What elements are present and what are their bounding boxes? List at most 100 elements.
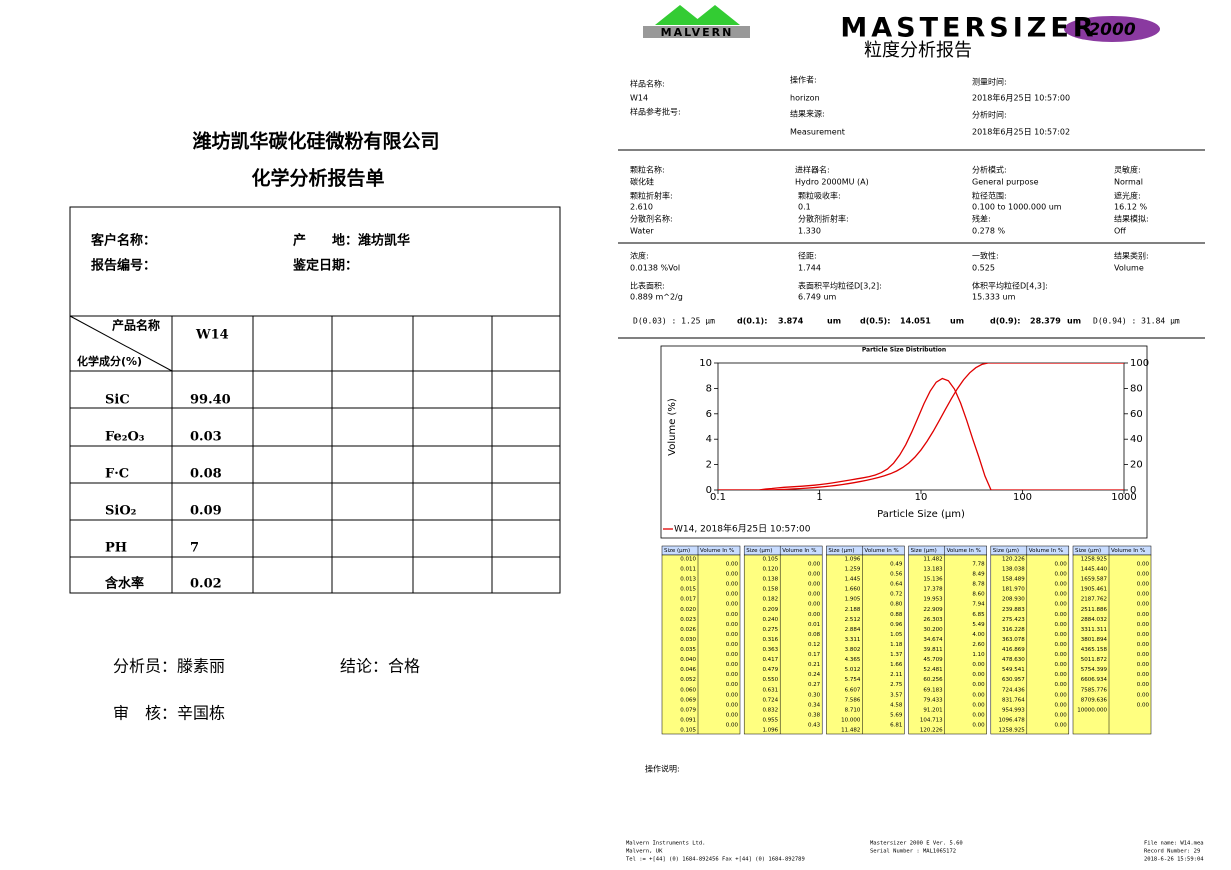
y-tick-label: 0 (706, 485, 712, 496)
size-value: 0.040 (680, 657, 696, 663)
cumulative-line (718, 363, 1124, 490)
size-value: 0.011 (680, 567, 696, 573)
volume-value: 8.78 (972, 582, 985, 588)
size-value: 15.136 (923, 577, 943, 583)
component-name: PH (105, 541, 127, 556)
volume-value: 0.00 (726, 662, 739, 668)
size-value: 11.482 (841, 728, 860, 734)
size-value: 60.256 (923, 677, 943, 683)
size-value: 0.158 (762, 587, 778, 593)
footer-text: Tel := +[44] (0) 1684-892456 Fax +[44] (… (626, 857, 805, 863)
table-body (990, 554, 1070, 735)
param-label: 浓度: (630, 251, 649, 261)
info-label: 测量时间: (972, 77, 1007, 87)
size-value: 17.378 (923, 587, 943, 593)
column-header: Size (μm) (664, 548, 690, 554)
volume-value: 0.96 (890, 622, 903, 628)
y2-tick-label: 40 (1130, 434, 1143, 445)
volume-value: 2.11 (890, 672, 902, 678)
size-value: 2.512 (845, 617, 861, 623)
size-value: 954.993 (1002, 707, 1025, 713)
size-value: 0.060 (680, 687, 696, 693)
y2-tick-label: 100 (1130, 358, 1149, 369)
size-value: 724.436 (1002, 687, 1025, 693)
column-header: Size (μm) (993, 548, 1019, 554)
volume-value: 0.30 (808, 692, 821, 698)
table-body (908, 554, 987, 735)
size-value: 8709.636 (1081, 697, 1108, 703)
size-value: 1.096 (845, 557, 861, 563)
logo-oval (1064, 16, 1160, 42)
size-value: 0.026 (680, 627, 696, 633)
volume-value: 0.00 (726, 722, 739, 728)
volume-value: 0.00 (726, 682, 739, 688)
info-value: 2018年6月25日 10:57:02 (972, 127, 1070, 137)
param-value: 1.744 (798, 264, 821, 273)
volume-value: 0.00 (1055, 712, 1068, 718)
size-value: 22.909 (923, 607, 943, 613)
volume-value: 0.43 (808, 722, 821, 728)
param-value: 0.889 m^2/g (630, 293, 683, 302)
info-label: 结果来源: (790, 109, 825, 119)
report-title: 化学分析报告单 (251, 167, 384, 190)
volume-value: 0.00 (1137, 572, 1150, 578)
report-title: 粒度分析报告 (864, 40, 972, 61)
volume-value: 1.05 (890, 632, 903, 638)
volume-value: 0.00 (808, 582, 821, 588)
volume-value: 0.00 (972, 682, 985, 688)
volume-value: 0.00 (1137, 682, 1150, 688)
size-value: 0.079 (680, 707, 696, 713)
size-value: 120.226 (1002, 557, 1025, 563)
volume-value: 0.00 (808, 572, 821, 578)
size-value: 1.905 (845, 597, 861, 603)
volume-value: 0.56 (890, 572, 903, 578)
column-header: Volume In % (1029, 548, 1063, 554)
size-value: 6606.934 (1081, 677, 1108, 683)
size-value: 208.930 (1002, 597, 1025, 603)
volume-value: 0.12 (808, 642, 820, 648)
param-label: 粒径范围: (972, 191, 1007, 201)
size-value: 0.724 (762, 697, 778, 703)
size-value: 6.607 (845, 687, 861, 693)
volume-value: 0.00 (1055, 612, 1068, 618)
size-value: 0.316 (762, 637, 778, 643)
chart-title: Particle Size Distribution (862, 347, 946, 354)
volume-value: 0.00 (726, 562, 739, 568)
size-value: 26.303 (923, 617, 943, 623)
size-value: 0.955 (762, 717, 778, 723)
volume-value: 7.94 (972, 602, 985, 608)
brand: MALVERN (661, 26, 734, 39)
volume-value: 0.00 (1137, 692, 1150, 698)
component-value: 0.03 (190, 430, 222, 445)
size-value: 0.550 (762, 677, 778, 683)
malvern-logo (643, 5, 750, 38)
size-value: 3801.894 (1081, 637, 1108, 643)
reviewer: 审 核：辛国栋 (113, 704, 225, 723)
size-value: 19.953 (923, 597, 943, 603)
size-value: 239.883 (1002, 607, 1025, 613)
x-axis-label: Particle Size (μm) (877, 509, 965, 520)
table-body (826, 554, 905, 735)
volume-value: 0.00 (1055, 692, 1068, 698)
volume-value: 2.75 (890, 682, 903, 688)
volume-value: 0.00 (726, 622, 739, 628)
size-value: 0.120 (762, 567, 778, 573)
component-name: SiC (105, 393, 130, 408)
volume-value: 0.00 (1137, 562, 1150, 568)
volume-value: 0.01 (808, 622, 820, 628)
table-body (743, 554, 823, 735)
param-value: 15.333 um (972, 293, 1016, 302)
volume-value: 4.00 (972, 632, 985, 638)
volume-value: 0.00 (726, 632, 739, 638)
size-value: 69.183 (923, 687, 943, 693)
size-value: 2511.886 (1081, 607, 1108, 613)
volume-value: 4.58 (890, 702, 903, 708)
d-value: d(0.5): (860, 317, 890, 326)
column-header: Volume In % (782, 548, 816, 554)
size-value: 5.012 (845, 667, 861, 673)
volume-value: 6.81 (890, 722, 902, 728)
volume-value: 8.60 (972, 592, 985, 598)
size-value: 478.630 (1002, 657, 1025, 663)
component-value: 0.09 (190, 504, 222, 519)
